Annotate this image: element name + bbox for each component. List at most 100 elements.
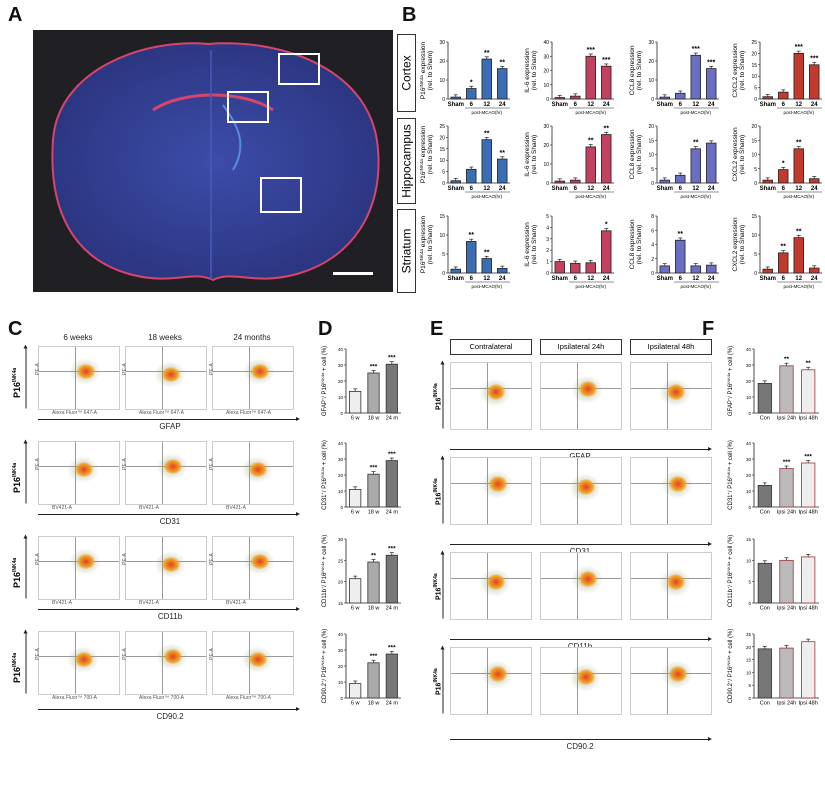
x-tick-label: 12 <box>692 102 699 108</box>
y-axis-label-line2: (rel. to Sham) <box>531 135 538 174</box>
x-arrow <box>450 737 712 741</box>
flow-dot-plot <box>125 631 207 695</box>
bar <box>570 262 581 274</box>
y-label-part: + cell (%) <box>322 440 328 467</box>
marker-superscript: INK4a <box>433 573 439 588</box>
scatter-dense-core <box>487 574 505 590</box>
x-tick-label: Sham <box>657 102 673 108</box>
bar <box>585 262 596 274</box>
y-label-part: + cell (%) <box>322 629 328 656</box>
y-tick-label: 20 <box>543 69 549 75</box>
brain-outline <box>51 42 380 282</box>
panel-label-d: D <box>318 318 333 340</box>
y-tick-label: 10 <box>751 233 757 239</box>
x-axis-caption: post-MCAO(hr) <box>783 110 814 115</box>
y-label-part: + <box>726 491 731 494</box>
flow-dot-plot <box>540 362 622 430</box>
y-tick-label: 1 <box>546 260 549 266</box>
y-tick-label: 5 <box>754 86 757 92</box>
y-label-part: + <box>726 397 731 400</box>
x-tick-label: Con <box>760 606 770 612</box>
roi-box-striatum <box>260 177 302 213</box>
x-axis-label: Alexa Fluor™ 700-A <box>139 695 185 701</box>
y-axis-label: CCL8 expression <box>629 129 636 179</box>
x-tick-label: 24 <box>603 102 610 108</box>
y-tick-label: 0 <box>748 505 751 510</box>
bar <box>801 556 816 604</box>
x-axis-caption: post-MCAO(hr) <box>575 194 606 199</box>
y-tick-label: 4 <box>651 243 654 249</box>
y-arrow <box>442 362 444 429</box>
y-label-part: + cell (%) <box>322 535 328 562</box>
y-tick-label: 0 <box>442 181 445 187</box>
y-label-part: + cell (%) <box>728 346 734 373</box>
significance-stars: ** <box>678 231 684 238</box>
bar <box>481 58 492 100</box>
y-axis-label-line2: (rel. to Sham) <box>427 135 434 174</box>
y-tick-label: 30 <box>746 457 752 462</box>
significance-stars: *** <box>370 363 378 370</box>
y-axis-label-line2: (rel. to Sham) <box>427 51 434 90</box>
y-arrow <box>25 536 27 599</box>
bar <box>779 559 794 604</box>
significance-stars: ** <box>806 360 812 367</box>
bar <box>385 363 398 414</box>
significance-stars: *** <box>370 465 378 472</box>
y-label-part: CCL8 expression <box>629 219 636 269</box>
bar <box>659 179 670 184</box>
y-axis-label-line2: (rel. to Sham) <box>636 135 643 174</box>
y-tick-label: 15 <box>648 138 654 144</box>
scatter-dense-core <box>579 571 597 588</box>
marker-label: CD31 <box>159 517 181 526</box>
y-tick-label: 20 <box>751 124 757 130</box>
bar <box>659 96 670 100</box>
bar <box>809 267 820 274</box>
y-tick-label: 5 <box>651 167 654 173</box>
marker-superscript: INK4a <box>12 462 18 477</box>
scatter-dense-core <box>489 476 507 493</box>
y-label-part: + cell (%) <box>728 440 734 467</box>
bar <box>757 562 772 604</box>
y-tick-label: 10 <box>746 489 752 494</box>
bar <box>675 239 686 274</box>
panel-label-a: A <box>8 4 23 26</box>
y-label-part: + <box>320 491 325 494</box>
significance-stars: ** <box>693 140 699 147</box>
bar <box>349 578 362 604</box>
y-marker-label: P16INK4a <box>12 653 22 683</box>
marker-superscript: INK4a <box>12 557 18 572</box>
panel-label-b: B <box>402 4 417 26</box>
marker-name: P16 <box>12 476 22 493</box>
marker-label: CD90.2 <box>156 712 184 721</box>
x-axis-caption: post-MCAO(hr) <box>575 110 606 115</box>
x-arrow <box>450 637 712 641</box>
x-tick-label: 6 <box>470 102 474 108</box>
marker-label: CD11b <box>540 642 620 651</box>
y-label-part: CCL8 expression <box>629 45 636 95</box>
y-tick-label: 20 <box>439 59 445 65</box>
marker-label: GFAP <box>540 452 620 461</box>
hippocampus-stain <box>152 93 274 112</box>
marker-label: GFAP <box>159 422 181 431</box>
x-tick-label: 6 <box>470 186 474 192</box>
bar <box>675 174 686 184</box>
y-label-part: + <box>320 586 325 589</box>
x-tick-label: 24 m <box>386 416 399 422</box>
scatter-dense-core <box>77 364 95 380</box>
flow-dot-plot <box>450 552 532 620</box>
x-tick-label: 24 <box>708 186 715 192</box>
x-tick-label: 6 <box>782 276 786 282</box>
bar <box>466 241 477 274</box>
bar <box>481 258 492 274</box>
x-tick-label: 12 <box>587 102 594 108</box>
bar <box>554 180 565 184</box>
y-axis-label: CD90.2+/ P16INK4a + cell (%) <box>726 629 734 704</box>
ventricle <box>222 104 242 171</box>
y-tick-label: 5 <box>748 683 751 688</box>
y-tick-label: 20 <box>543 143 549 149</box>
bar <box>450 268 461 274</box>
x-axis-caption: post-MCAO(hr) <box>575 284 606 289</box>
x-axis-label: Alexa Fluor™ 647-A <box>226 410 272 416</box>
